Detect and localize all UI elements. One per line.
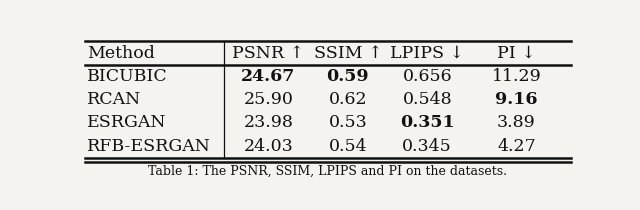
Text: LPIPS ↓: LPIPS ↓	[390, 45, 464, 62]
Text: 3.89: 3.89	[497, 114, 536, 131]
Text: PSNR ↑: PSNR ↑	[232, 45, 305, 62]
Text: 0.345: 0.345	[403, 138, 452, 155]
Text: 9.16: 9.16	[495, 91, 538, 108]
Text: RFB-ESRGAN: RFB-ESRGAN	[88, 138, 211, 155]
Text: Table 1: The PSNR, SSIM, LPIPS and PI on the datasets.: Table 1: The PSNR, SSIM, LPIPS and PI on…	[148, 165, 508, 178]
Text: 0.351: 0.351	[400, 114, 454, 131]
Text: 0.656: 0.656	[403, 68, 452, 85]
Text: BICUBIC: BICUBIC	[88, 68, 168, 85]
Text: 0.548: 0.548	[403, 91, 452, 108]
Text: PI ↓: PI ↓	[497, 45, 536, 62]
Text: 0.59: 0.59	[326, 68, 369, 85]
Text: RCAN: RCAN	[88, 91, 141, 108]
Text: SSIM ↑: SSIM ↑	[314, 45, 382, 62]
Text: 25.90: 25.90	[244, 91, 293, 108]
Text: ESRGAN: ESRGAN	[88, 114, 167, 131]
Text: Method: Method	[88, 45, 156, 62]
Text: 0.62: 0.62	[328, 91, 367, 108]
Text: 24.67: 24.67	[241, 68, 296, 85]
Text: 0.54: 0.54	[328, 138, 367, 155]
Text: 24.03: 24.03	[244, 138, 293, 155]
Text: 0.53: 0.53	[328, 114, 367, 131]
Text: 4.27: 4.27	[497, 138, 536, 155]
Text: 11.29: 11.29	[492, 68, 541, 85]
Text: 23.98: 23.98	[244, 114, 293, 131]
